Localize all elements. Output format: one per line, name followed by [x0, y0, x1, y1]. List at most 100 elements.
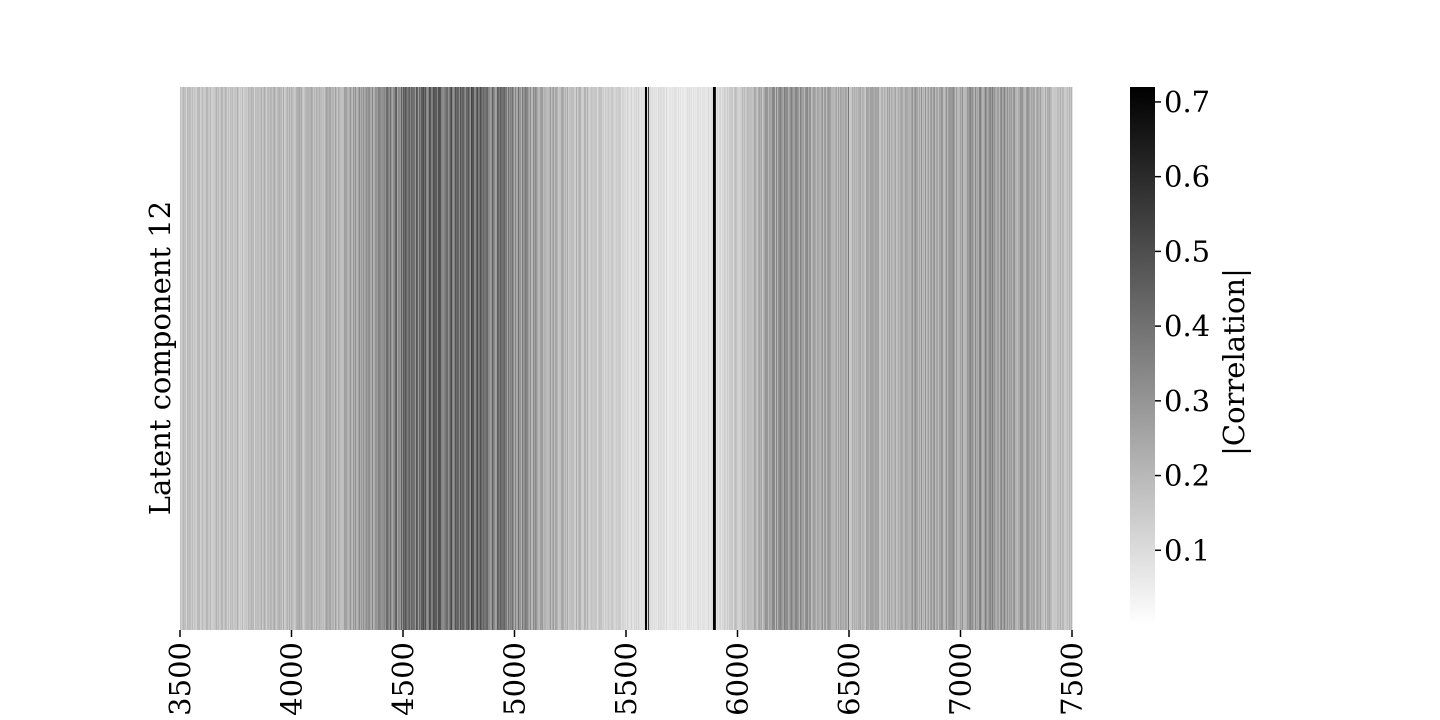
heatmap-cell — [873, 87, 875, 630]
x-tick-label: 6000 — [721, 642, 755, 716]
heatmap-cell — [707, 87, 709, 630]
heatmap-cell — [569, 87, 571, 630]
heatmap-cell — [258, 87, 260, 630]
heatmap-cell — [574, 87, 576, 630]
heatmap-cell — [601, 87, 603, 630]
heatmap-cell — [725, 87, 727, 630]
heatmap-cell — [950, 87, 952, 630]
heatmap-cell — [1033, 87, 1035, 630]
heatmap-cell — [465, 87, 467, 630]
heatmap-cell — [854, 87, 856, 630]
heatmap-cell — [981, 87, 983, 630]
heatmap-cell — [1002, 87, 1004, 630]
heatmap-cell — [678, 87, 680, 630]
heatmap-cell — [984, 87, 986, 630]
heatmap-cell — [823, 87, 825, 630]
heatmap-cell — [243, 87, 245, 630]
heatmap-cell — [475, 87, 477, 630]
heatmap-cell — [747, 87, 749, 630]
heatmap-cell — [633, 87, 635, 630]
heatmap-cell — [798, 87, 800, 630]
heatmap-cell — [675, 87, 677, 630]
heatmap-cell — [1031, 87, 1033, 630]
heatmap-cell — [999, 87, 1001, 630]
heatmap-cell — [673, 87, 675, 630]
heatmap-cell — [576, 87, 578, 630]
heatmap-cell — [928, 87, 930, 630]
heatmap-cell — [668, 87, 670, 630]
heatmap-cell — [543, 87, 545, 630]
heatmap-cell — [884, 87, 886, 630]
heatmap-cell — [389, 87, 391, 630]
heatmap-cell — [641, 87, 643, 630]
heatmap-cell — [1028, 87, 1030, 630]
heatmap-cell — [803, 87, 805, 630]
heatmap-cell — [609, 87, 611, 630]
heatmap-cell — [686, 87, 688, 630]
heatmap-cell — [338, 87, 340, 630]
heatmap-cell — [991, 87, 993, 630]
heatmap-cell — [184, 87, 186, 630]
heatmap-cell — [310, 87, 312, 630]
heatmap-cell — [298, 87, 300, 630]
heatmap-cell — [458, 87, 460, 630]
heatmap-cell — [570, 87, 572, 630]
heatmap-cell — [906, 87, 908, 630]
heatmap-cell — [380, 87, 382, 630]
heatmap-cell — [378, 87, 380, 630]
heatmap-cell — [355, 87, 357, 630]
heatmap-cell — [492, 87, 494, 630]
heatmap-cell — [660, 87, 662, 630]
heatmap-cell — [630, 87, 632, 630]
heatmap-cell — [302, 87, 304, 630]
heatmap-cell — [356, 87, 358, 630]
heatmap-cell — [843, 87, 845, 630]
heatmap-cell — [573, 87, 575, 630]
heatmap-cell — [1052, 87, 1054, 630]
heatmap-cell — [556, 87, 558, 630]
heatmap-cell — [387, 87, 389, 630]
heatmap-cell — [1019, 87, 1021, 630]
heatmap-cell — [956, 87, 958, 630]
heatmap-cell — [249, 87, 251, 630]
heatmap-cell — [737, 87, 739, 630]
heatmap-cell — [363, 87, 365, 630]
heatmap-cell — [784, 87, 786, 630]
heatmap-cell — [289, 87, 291, 630]
heatmap-cell — [925, 87, 927, 630]
heatmap-cell — [658, 87, 660, 630]
heatmap-cell — [1026, 87, 1028, 630]
heatmap-cell — [968, 87, 970, 630]
heatmap-cell — [951, 87, 953, 630]
heatmap-cell — [792, 87, 794, 630]
heatmap-cell — [688, 87, 690, 630]
heatmap-cell — [571, 87, 573, 630]
heatmap-cell — [526, 87, 528, 630]
heatmap-cell — [181, 87, 183, 630]
heatmap-cell — [583, 87, 585, 630]
heatmap-cell — [1061, 87, 1063, 630]
heatmap-cell — [517, 87, 519, 630]
heatmap-cell — [248, 87, 250, 630]
heatmap-cell — [256, 87, 258, 630]
heatmap-cell — [1004, 87, 1006, 630]
heatmap-cell — [914, 87, 916, 630]
heatmap-cell — [424, 87, 426, 630]
heatmap-cell — [405, 87, 407, 630]
heatmap-cell — [575, 87, 577, 630]
heatmap-cell — [425, 87, 427, 630]
heatmap-cell — [817, 87, 819, 630]
heatmap-cell — [879, 87, 881, 630]
heatmap-cell — [848, 87, 850, 630]
heatmap-cell — [343, 87, 345, 630]
heatmap-cell — [661, 87, 663, 630]
heatmap-cell — [371, 87, 373, 630]
heatmap-cell — [577, 87, 579, 630]
heatmap-cell — [709, 87, 711, 630]
heatmap-cell — [269, 87, 271, 630]
heatmap-cell — [439, 87, 441, 630]
heatmap-cell — [1070, 87, 1072, 630]
heatmap-cell — [422, 87, 424, 630]
heatmap-cell — [752, 87, 754, 630]
heatmap-cell — [430, 87, 432, 630]
